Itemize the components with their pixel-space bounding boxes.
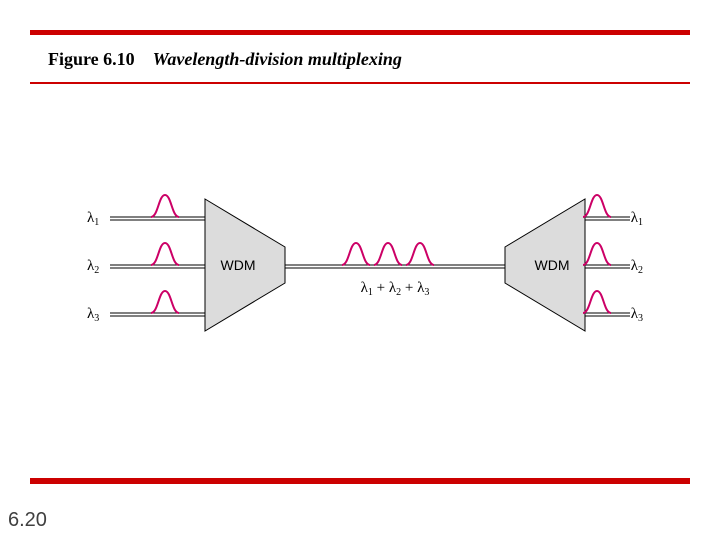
rule-mid <box>30 82 690 84</box>
rule-top <box>30 30 690 35</box>
svg-text:λ1: λ1 <box>631 210 643 228</box>
svg-text:λ3: λ3 <box>87 306 99 324</box>
figure-title: Wavelength-division multiplexing <box>153 49 402 69</box>
svg-text:λ3: λ3 <box>631 306 643 324</box>
rule-bottom <box>30 478 690 484</box>
wdm-diagram: λ1 λ2 λ3 WDM λ1 + λ2 + λ3 WDM λ1 λ2 λ3 <box>85 190 645 340</box>
svg-text:λ1: λ1 <box>87 210 99 228</box>
svg-text:λ1 + λ2 + λ3: λ1 + λ2 + λ3 <box>361 280 430 298</box>
page-number: 6.20 <box>8 509 47 532</box>
svg-text:WDM: WDM <box>221 257 256 273</box>
svg-text:λ2: λ2 <box>631 258 643 276</box>
svg-text:WDM: WDM <box>535 257 570 273</box>
figure-caption: Figure 6.10 Wavelength-division multiple… <box>48 49 402 70</box>
svg-text:λ2: λ2 <box>87 258 99 276</box>
figure-number: Figure 6.10 <box>48 49 135 69</box>
